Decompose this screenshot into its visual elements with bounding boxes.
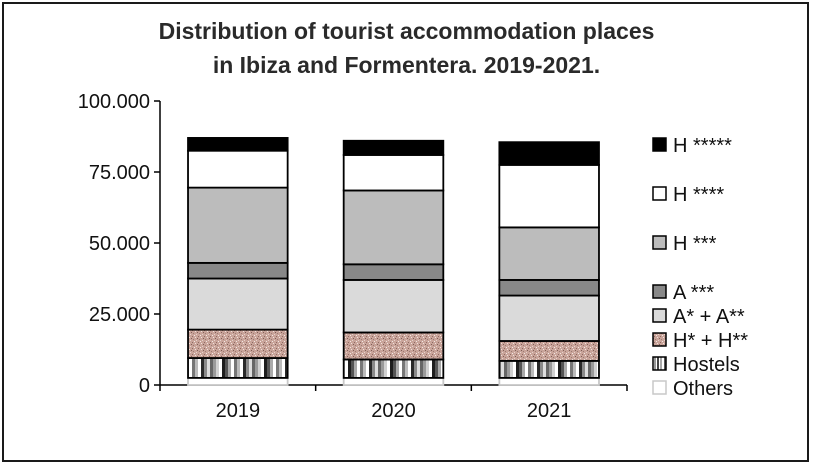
bar-segment <box>342 154 445 192</box>
bar-segment <box>498 279 600 297</box>
legend-swatch <box>652 235 667 250</box>
bar-segment <box>342 331 445 361</box>
legend-label: A* + A** <box>673 306 745 328</box>
legend-label: Others <box>673 378 733 400</box>
legend-label: H **** <box>673 184 724 206</box>
legend-swatch <box>652 137 667 152</box>
bar-segment <box>187 137 289 152</box>
legend-entry: Hostels <box>652 354 740 376</box>
bar-segment <box>187 149 289 189</box>
legend-entry: A* + A** <box>652 306 745 328</box>
legend-swatch <box>652 284 667 299</box>
legend-label: H ***** <box>673 135 732 157</box>
legend-swatch <box>652 332 667 347</box>
y-tick-label: 25.000 <box>89 304 150 326</box>
bar-segment <box>498 294 600 342</box>
y-tick-label: 50.000 <box>89 233 150 255</box>
bar-segment <box>498 359 600 379</box>
bar-segment <box>187 186 289 264</box>
y-tick-label: 0 <box>139 375 150 397</box>
chart-title: Distribution of tourist accommodation pl… <box>158 18 655 78</box>
bar-segment <box>498 141 600 166</box>
bar-segment <box>342 139 445 156</box>
legend-swatch <box>652 380 667 395</box>
bar-segment <box>187 328 289 359</box>
x-tick-label: 2019 <box>216 400 261 422</box>
bar-segment <box>342 358 445 379</box>
legend-entry: A *** <box>652 282 714 304</box>
legend-label: Hostels <box>673 354 740 376</box>
bar-stack-2021 <box>498 141 600 386</box>
legend-swatch <box>652 308 667 323</box>
bar-segment <box>342 279 445 334</box>
bar-segment <box>187 261 289 280</box>
y-tick-label: 100.000 <box>78 91 150 113</box>
legend-entry: Others <box>652 378 733 400</box>
legend-entry: H *** <box>652 233 717 255</box>
y-tick-label: 75.000 <box>89 162 150 184</box>
legend-entry: H **** <box>652 184 724 206</box>
bar-segment <box>342 263 445 281</box>
bar-segment <box>187 277 289 331</box>
bar-segment <box>498 340 600 362</box>
legend-label: H* + H** <box>673 330 748 352</box>
bar-stack-2020 <box>342 139 445 386</box>
bar-segment <box>187 357 289 379</box>
bar-stack-2019 <box>187 137 289 386</box>
legend-swatch <box>652 186 667 201</box>
legend-entry: H ***** <box>652 135 732 157</box>
bar-segment <box>498 226 600 281</box>
legend-entry: H* + H** <box>652 330 748 352</box>
bar-segment <box>498 376 600 386</box>
x-tick-label: 2020 <box>371 400 416 422</box>
bar-segment <box>342 376 445 386</box>
legend-label: H *** <box>673 233 717 255</box>
bar-segment <box>342 189 445 266</box>
x-tick-label: 2021 <box>527 400 572 422</box>
bar-segment <box>187 376 289 386</box>
legend-swatch <box>652 356 667 371</box>
legend-label: A *** <box>673 282 714 304</box>
bar-segment <box>498 163 600 229</box>
